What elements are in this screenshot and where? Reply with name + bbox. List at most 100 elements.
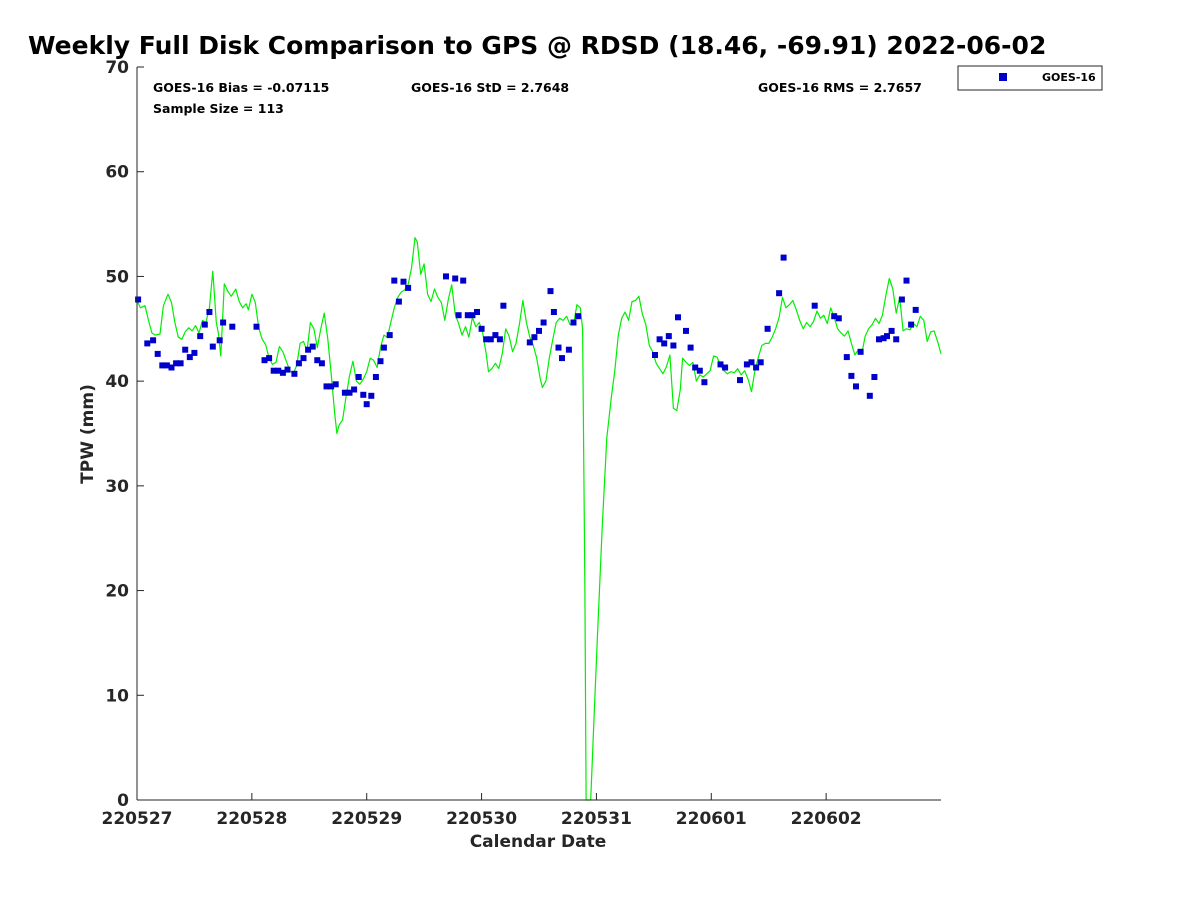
goes16-point <box>903 277 910 284</box>
goes16-point <box>455 312 462 319</box>
goes16-point <box>908 321 915 328</box>
goes16-point <box>229 323 236 330</box>
goes16-point <box>380 344 387 351</box>
goes16-point <box>135 296 142 303</box>
goes16-point <box>696 367 703 374</box>
goes16-point <box>270 367 277 374</box>
goes16-point <box>332 381 339 388</box>
legend-square-icon <box>999 73 1007 81</box>
goes16-point <box>722 364 729 371</box>
goes16-point <box>460 277 467 284</box>
goes16-point <box>291 370 298 377</box>
y-tick-label: 20 <box>105 582 129 602</box>
goes16-point <box>279 369 286 376</box>
y-tick-label: 10 <box>105 686 129 706</box>
goes16-point <box>757 359 764 366</box>
goes16-point <box>876 336 882 343</box>
goes16-point <box>737 377 743 384</box>
goes16-point <box>492 332 499 339</box>
goes16-point <box>547 288 554 295</box>
goes16-point <box>550 309 557 315</box>
goes16-point <box>656 336 663 343</box>
goes16-point <box>661 340 668 347</box>
goes16-point <box>575 313 582 320</box>
goes16-point <box>565 346 572 353</box>
x-tick-label: 220601 <box>676 809 747 829</box>
goes16-point <box>201 321 208 328</box>
goes16-point <box>144 340 151 347</box>
y-ticks: 0 10 20 30 40 50 60 70 <box>105 58 144 811</box>
goes16-point <box>753 364 760 371</box>
y-axis-label: TPW (mm) <box>78 384 98 484</box>
goes16-point <box>748 359 755 366</box>
goes16-point <box>150 337 157 344</box>
goes16-point <box>526 339 533 346</box>
goes16-point <box>305 346 312 353</box>
goes16-point <box>452 275 459 282</box>
goes16-point <box>884 333 890 340</box>
goes16-point <box>372 374 379 380</box>
goes16-point <box>318 360 325 367</box>
goes16-point <box>173 360 180 367</box>
goes16-point <box>665 333 672 340</box>
y-tick-label: 60 <box>105 163 129 183</box>
goes16-point <box>400 278 407 285</box>
goes16-point <box>487 336 494 343</box>
goes16-point <box>191 349 198 356</box>
rms-stat: GOES-16 RMS = 2.7657 <box>758 80 922 95</box>
goes16-point <box>898 296 905 303</box>
gps-line-layer <box>136 237 942 801</box>
goes16-point <box>220 319 227 326</box>
y-tick-label: 40 <box>105 372 129 392</box>
goes16-point <box>159 362 166 369</box>
goes16-point <box>835 315 842 322</box>
goes16-point <box>360 391 367 398</box>
goes16-point <box>893 336 900 343</box>
goes16-point <box>743 361 750 368</box>
x-tick-label: 220527 <box>102 809 173 829</box>
goes16-point <box>391 277 398 284</box>
x-ticks: 220527 220528 220529 220530 220531 220601 2206… <box>102 793 862 829</box>
goes16-point <box>368 392 375 399</box>
goes16-point <box>206 309 213 315</box>
goes16-point <box>764 325 771 332</box>
goes16-point <box>464 312 471 319</box>
goes16-point <box>328 383 335 390</box>
chart-title: Weekly Full Disk Comparison to GPS @ RDS… <box>28 31 1046 60</box>
plot-background <box>137 67 941 800</box>
goes16-point <box>363 401 370 408</box>
goes16-point <box>395 298 402 305</box>
goes16-point <box>853 383 859 390</box>
goes16-point <box>474 309 480 315</box>
goes16-point <box>209 343 216 350</box>
goes16-point <box>266 355 273 362</box>
goes16-point <box>405 284 412 291</box>
goes16-point <box>776 290 783 297</box>
goes16-point <box>177 360 184 367</box>
goes16-points-layer <box>135 254 919 408</box>
x-axis-label: Calendar Date <box>470 832 607 852</box>
goes16-point <box>701 379 708 386</box>
goes16-point <box>253 323 260 330</box>
y-tick-label: 50 <box>105 267 129 287</box>
y-tick-label: 70 <box>105 58 129 78</box>
goes16-point <box>295 360 302 367</box>
goes16-point <box>531 334 538 341</box>
goes16-point <box>871 374 878 380</box>
goes16-point <box>483 336 490 343</box>
goes16-point <box>478 325 485 332</box>
goes16-point <box>261 357 268 364</box>
goes16-point <box>570 319 577 326</box>
goes16-point <box>182 346 189 353</box>
x-tick-label: 220531 <box>561 809 632 829</box>
goes16-point <box>683 327 689 334</box>
goes16-point <box>652 352 658 358</box>
goes16-point <box>866 392 873 399</box>
goes16-point <box>496 336 503 343</box>
sample-size-stat: Sample Size = 113 <box>153 101 284 116</box>
bias-stat: GOES-16 Bias = -0.07115 <box>153 80 329 95</box>
goes16-point <box>284 366 291 373</box>
goes16-point <box>314 357 321 364</box>
goes16-point <box>540 319 547 326</box>
y-tick-label: 0 <box>117 791 129 811</box>
